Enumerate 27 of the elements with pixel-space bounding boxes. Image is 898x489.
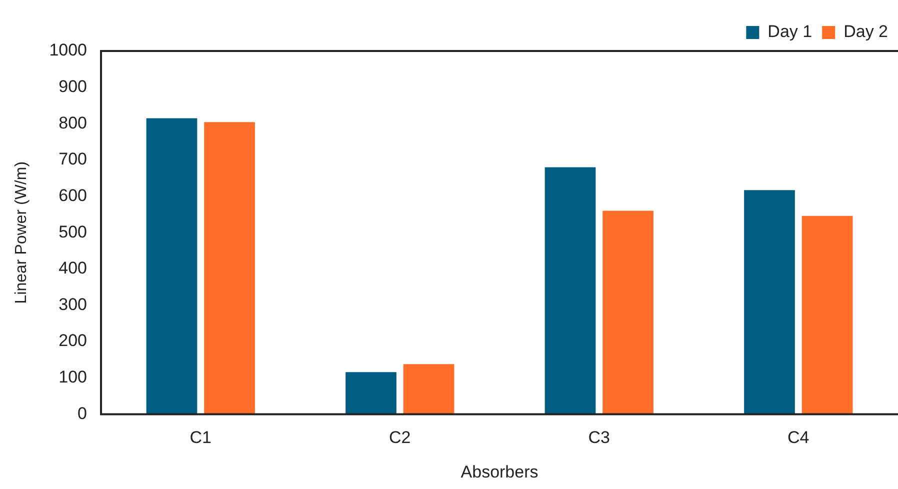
- y-tick-label: 700: [58, 150, 88, 169]
- y-tick-label: 300: [58, 294, 88, 314]
- y-tick-label: 500: [58, 222, 88, 242]
- y-tick-label: 1000: [49, 40, 88, 60]
- legend-label: Day 1: [768, 22, 812, 42]
- x-tick-label: C3: [588, 428, 610, 448]
- y-tick-label: 100: [58, 368, 88, 387]
- x-tick-label: C4: [788, 428, 810, 448]
- bar: [403, 364, 454, 414]
- legend-label: Day 2: [844, 22, 888, 42]
- y-tick-label: 800: [58, 113, 88, 132]
- y-tick-label: 600: [58, 186, 88, 205]
- x-tick-label: C1: [190, 428, 212, 448]
- bar: [602, 210, 654, 414]
- y-tick-label: 400: [58, 258, 88, 278]
- y-tick-label: 900: [58, 77, 88, 96]
- x-tick-label: C2: [389, 428, 411, 448]
- bar: [544, 167, 596, 414]
- x-axis-title: Absorbers: [460, 462, 538, 482]
- bar: [802, 216, 853, 414]
- y-tick-label: 200: [58, 331, 88, 350]
- bar: [346, 372, 396, 414]
- y-axis-title: Linear Power (W/m): [13, 161, 30, 304]
- bar: [744, 190, 795, 414]
- bar: [146, 118, 198, 414]
- y-tick-label: 0: [78, 404, 88, 423]
- bar: [204, 122, 255, 414]
